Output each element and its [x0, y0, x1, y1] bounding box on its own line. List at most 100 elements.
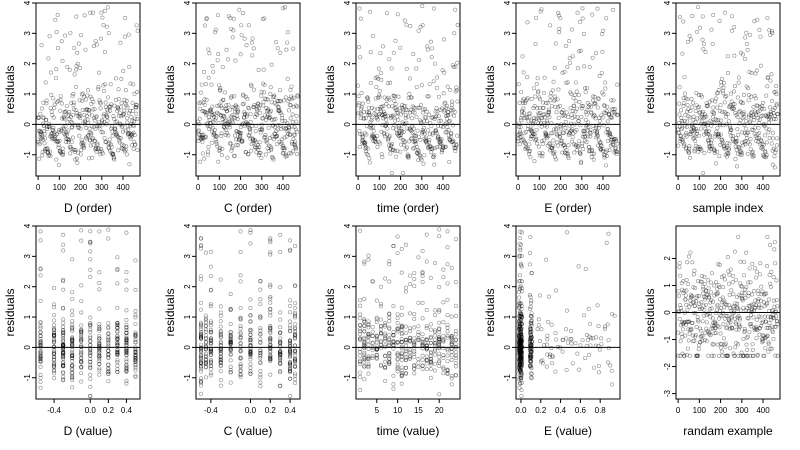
scatter-point — [241, 121, 246, 126]
y-tick-label: 2 — [23, 284, 32, 289]
scatter-point — [684, 302, 689, 307]
scatter-point — [715, 105, 720, 110]
scatter-point — [72, 45, 77, 50]
scatter-point — [585, 337, 590, 342]
scatter-point — [412, 284, 417, 289]
x-axis-label: randam example — [683, 424, 773, 438]
scatter-point — [764, 140, 769, 145]
scatter-point — [721, 322, 726, 327]
scatter-point — [233, 115, 238, 120]
plot-frame — [195, 2, 301, 177]
scatter-point — [233, 103, 238, 108]
scatter-point — [610, 7, 615, 12]
scatter-point — [49, 136, 54, 141]
scatter-point — [681, 327, 686, 332]
scatter-point — [567, 56, 572, 61]
scatter-point — [119, 100, 124, 105]
scatter-point — [262, 96, 267, 101]
scatter-point — [378, 51, 383, 56]
scatter-point — [575, 66, 580, 71]
scatter-point — [250, 138, 255, 143]
scatter-point — [282, 98, 287, 103]
scatter-point — [597, 347, 602, 352]
scatter-point — [688, 37, 693, 42]
scatter-point — [107, 146, 112, 151]
scatter-point — [115, 105, 120, 110]
scatter-point — [288, 376, 293, 381]
scatter-point — [89, 124, 94, 129]
scatter-point — [86, 88, 91, 93]
scatter-point — [546, 319, 551, 324]
scatter-point — [81, 91, 86, 96]
scatter-points — [38, 227, 138, 398]
scatter-point — [358, 353, 363, 358]
scatter-point — [250, 36, 255, 41]
scatter-point — [220, 65, 225, 70]
y-tick-label: 0 — [663, 122, 672, 127]
scatter-point — [123, 88, 128, 93]
scatter-point — [88, 130, 93, 135]
scatter-point — [47, 123, 52, 128]
scatter-point — [234, 110, 239, 115]
scatter-point — [44, 98, 49, 103]
scatter-point — [77, 98, 82, 103]
scatter-point — [227, 107, 232, 112]
scatter-point — [555, 344, 560, 349]
scatter-point — [258, 380, 263, 385]
x-tick-label: 200 — [394, 183, 408, 192]
scatter-point — [455, 22, 460, 27]
scatter-point — [209, 82, 214, 87]
scatter-point — [248, 126, 253, 131]
scatter-point — [102, 112, 107, 117]
scatter-point — [420, 280, 425, 285]
scatter-point — [730, 28, 735, 33]
scatter-point — [248, 369, 253, 374]
scatter-point — [124, 230, 129, 235]
scatter-point — [198, 274, 203, 279]
scatter-point — [109, 150, 114, 155]
scatter-point — [220, 117, 225, 122]
scatter-point — [81, 144, 86, 149]
scatter-point — [599, 336, 604, 341]
scatter-point — [519, 393, 524, 398]
y-tick-label: -2 — [663, 362, 672, 370]
scatter-point — [293, 139, 298, 144]
y-tick-label: -1 — [663, 151, 672, 159]
scatter-point — [226, 14, 231, 19]
scatter-point — [252, 137, 257, 142]
scatter-point — [554, 110, 559, 115]
scatter-point — [135, 147, 140, 152]
scatter-point — [218, 113, 223, 118]
scatter-point — [269, 100, 274, 105]
scatter-point — [72, 149, 77, 154]
scatter-point — [569, 27, 574, 32]
x-tick-label: 400 — [276, 183, 290, 192]
scatter-point — [196, 119, 201, 124]
scatter-point — [577, 99, 582, 104]
scatter-point — [51, 125, 56, 130]
scatter-point — [437, 392, 442, 397]
scatter-point — [61, 306, 66, 311]
scatter-point — [278, 88, 283, 93]
scatter-point — [210, 129, 215, 134]
scatter-point — [82, 112, 87, 117]
scatter-point — [412, 354, 417, 359]
scatter-point — [39, 106, 44, 111]
scatter-point — [715, 286, 720, 291]
scatter-point — [219, 99, 224, 104]
y-axis-label: residuals — [323, 288, 337, 336]
scatter-point — [391, 304, 396, 309]
scatter-point — [735, 95, 740, 100]
scatter-point — [715, 342, 720, 347]
scatter-point — [131, 82, 136, 87]
scatter-point — [218, 304, 223, 309]
scatter-point — [693, 139, 698, 144]
scatter-point — [367, 160, 372, 165]
scatter-point — [107, 104, 112, 109]
scatter-point — [67, 68, 72, 73]
scatter-point — [129, 132, 134, 137]
scatter-point — [260, 17, 265, 22]
scatter-point — [240, 139, 245, 144]
scatter-point — [98, 106, 103, 111]
scatter-point — [361, 117, 366, 122]
